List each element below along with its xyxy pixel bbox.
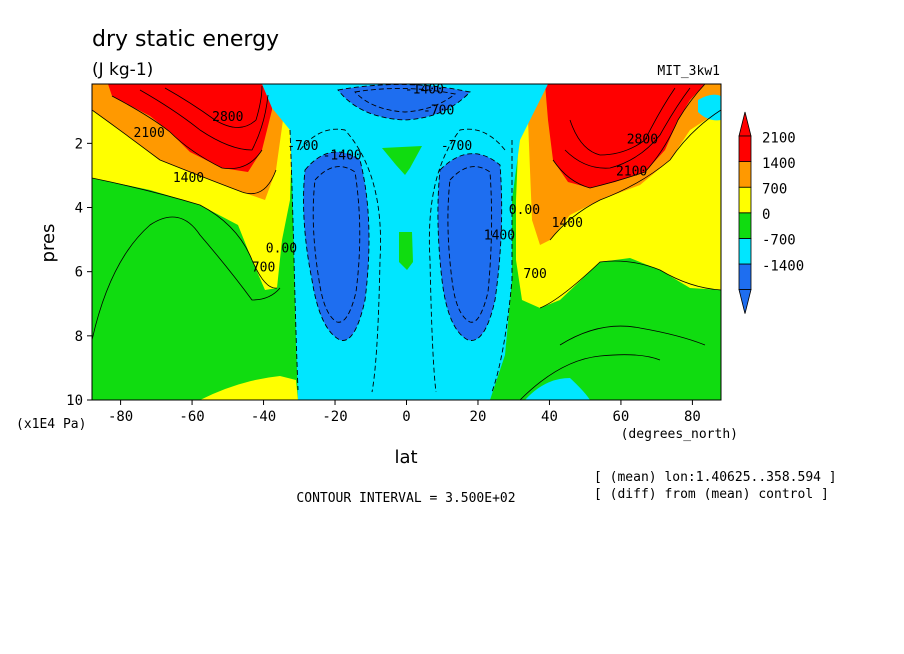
contour-label: 2800 xyxy=(212,110,243,125)
x-tick-label: 40 xyxy=(541,409,558,425)
contour-label: -1400 xyxy=(323,148,362,163)
yellow-bottom-left xyxy=(200,376,298,400)
contour-label: -700 xyxy=(441,139,472,154)
colorbar-box xyxy=(738,237,752,265)
contour-label: 2800 xyxy=(627,132,658,147)
colorbar-box xyxy=(738,135,752,163)
y-tick-label: 10 xyxy=(66,393,83,409)
y-axis-units: (x1E4 Pa) xyxy=(16,417,86,432)
green-patch-upper xyxy=(382,146,422,175)
x-tick-label: 0 xyxy=(402,409,410,425)
colorbar-label: 0 xyxy=(762,207,770,223)
colorbar-label: -1400 xyxy=(762,258,804,274)
colorbar-extend-high xyxy=(738,111,752,137)
x-tick-label: -80 xyxy=(108,409,133,425)
model-label: MIT_3kw1 xyxy=(657,64,720,79)
colorbar-label: 1400 xyxy=(762,156,796,172)
x-tick-label: 80 xyxy=(684,409,701,425)
contour-interval-text: CONTOUR INTERVAL = 3.500E+02 xyxy=(296,491,515,506)
x-tick-label: 60 xyxy=(613,409,630,425)
contour-label: 2100 xyxy=(134,126,165,141)
cyan-blob-bottom xyxy=(525,378,590,400)
colorbar-box xyxy=(738,212,752,239)
x-tick-label: 20 xyxy=(470,409,487,425)
colorbar-label: 700 xyxy=(762,181,787,197)
contour-field xyxy=(92,84,721,400)
annotation-diff: [ (diff) from (mean) control ] xyxy=(594,487,829,502)
y-tick-label: 8 xyxy=(75,329,83,345)
contour-label: -1400 xyxy=(405,83,444,98)
green-patch-lower xyxy=(399,232,413,270)
colorbar-box xyxy=(738,161,752,188)
red-region-right xyxy=(545,84,705,188)
x-axis-units: (degrees_north) xyxy=(621,427,738,442)
contour-labels: -1400 -700 -700 -1400 -700 1400 0.00 700 1400 210… xyxy=(134,83,659,282)
contour-label: 2100 xyxy=(616,164,647,179)
colorbar-label: -700 xyxy=(762,233,796,249)
contour-label: 1400 xyxy=(484,229,515,244)
contour-label: 0.00 xyxy=(266,241,297,256)
negative-contour-lines xyxy=(289,84,513,393)
colorbar: 2100 1400 700 0 -700 -1400 xyxy=(738,111,804,314)
contour-lines xyxy=(92,84,721,400)
y-tick-label: 4 xyxy=(75,201,83,217)
contour-label: 1400 xyxy=(173,171,204,186)
x-tick-label: -60 xyxy=(179,409,204,425)
x-axis-label: lat xyxy=(394,447,417,468)
blue-cell-left xyxy=(303,152,369,341)
x-axis: -80 -60 -40 -20 0 20 40 60 80 xyxy=(108,400,701,425)
x-tick-label: -40 xyxy=(251,409,276,425)
colorbar-box xyxy=(738,263,752,291)
colorbar-box xyxy=(738,186,752,214)
colorbar-extend-low xyxy=(738,289,752,314)
contour-label: -700 xyxy=(287,139,318,154)
y-tick-label: 2 xyxy=(75,136,83,152)
annotation-mean-lon: [ (mean) lon:1.40625..358.594 ] xyxy=(594,470,837,485)
chart-units: (J kg-1) xyxy=(92,60,153,80)
contour-label: 0.00 xyxy=(509,203,540,218)
colorbar-label: 2100 xyxy=(762,130,796,146)
y-axis: 2 4 6 8 10 xyxy=(66,136,92,409)
blue-cell-top xyxy=(338,84,470,120)
y-tick-label: 6 xyxy=(75,265,83,281)
y-axis-label: pres xyxy=(38,224,59,263)
contour-label: 700 xyxy=(252,261,275,276)
red-region-left xyxy=(108,84,272,172)
chart-title: dry static energy xyxy=(92,27,279,52)
contour-label: -700 xyxy=(423,103,454,118)
x-tick-label: -20 xyxy=(322,409,347,425)
contour-label: 1400 xyxy=(552,216,583,231)
contour-label: 700 xyxy=(523,267,546,282)
